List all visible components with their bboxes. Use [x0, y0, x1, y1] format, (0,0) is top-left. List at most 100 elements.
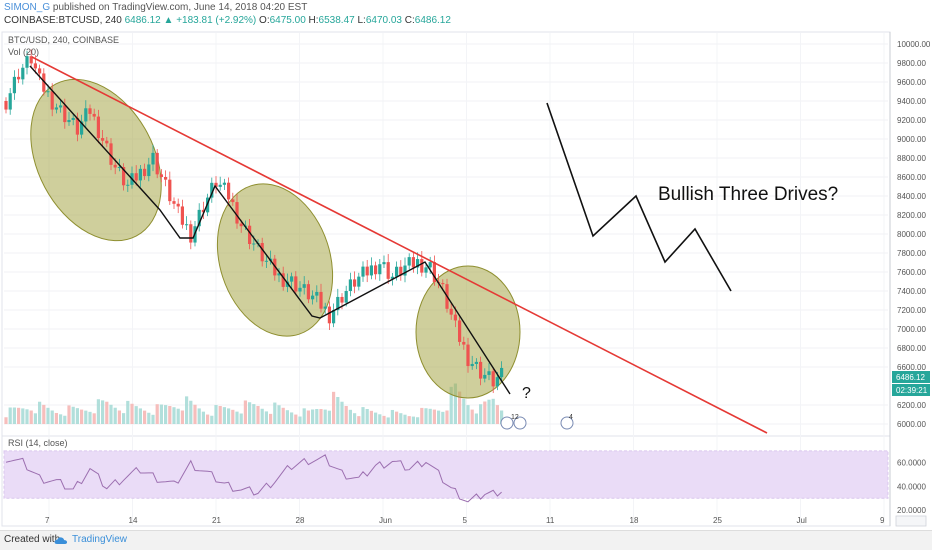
rsi-tick-label: 60.0000 [897, 459, 926, 468]
candle-body [12, 76, 16, 94]
candle-body [21, 67, 25, 80]
volume-bars [4, 383, 504, 424]
time-axis[interactable]: 7 14 21 28 Jun 5 11 18 25 Jul 9 [45, 516, 885, 525]
price-tick-label: 6600.00 [897, 363, 926, 372]
drive-lines[interactable] [29, 65, 511, 395]
volume-bar [395, 411, 399, 424]
time-scale-settings-icon[interactable] [895, 515, 927, 527]
rsi-tick-label: 40.0000 [897, 482, 926, 491]
price-tick-label: 7400.00 [897, 287, 926, 296]
candle-body [315, 291, 319, 296]
candle-body [361, 266, 365, 277]
last-price: 6486.12 [124, 15, 161, 26]
candle-body [126, 184, 130, 186]
candle-body [369, 265, 373, 276]
volume-bar [311, 409, 315, 424]
volume-bar [134, 406, 138, 424]
open-label: O: [259, 15, 270, 26]
candle-body [172, 201, 176, 204]
volume-bar [306, 410, 310, 424]
volume-bar [424, 408, 428, 424]
volume-bar [487, 399, 491, 424]
volume-bar [176, 408, 180, 424]
high-value: 6538.47 [318, 15, 355, 26]
volume-bar [197, 408, 201, 424]
volume-bar [466, 405, 470, 424]
volume-bar [147, 412, 151, 424]
candle-body [441, 283, 445, 285]
candle-body [298, 287, 302, 292]
candle-body [336, 296, 340, 311]
volume-bar [155, 404, 159, 424]
volume-bar [193, 404, 197, 424]
candle-body [180, 206, 184, 225]
candle-body [390, 276, 394, 279]
volume-bar [378, 414, 382, 424]
footer-brand[interactable]: TradingView [72, 534, 128, 545]
volume-bar [269, 413, 273, 424]
ohlc-line: COINBASE:BTCUSD, 240 6486.12 ▲ +183.81 (… [4, 15, 451, 26]
candle-body [151, 152, 155, 165]
candle-body [42, 73, 46, 92]
publish-text: published on TradingView.com, June 14, 2… [50, 2, 308, 13]
time-tick-label: Jun [379, 516, 392, 525]
rsi-label: RSI (14, close) [8, 438, 68, 448]
candle-body [231, 199, 235, 203]
candle-body [382, 262, 386, 265]
volume-bar [243, 400, 247, 424]
time-tick-label: 21 [212, 516, 221, 525]
candle-body [134, 173, 138, 181]
candle-body [96, 116, 100, 139]
volume-bar [428, 408, 432, 424]
candle-body [458, 320, 462, 342]
candle-body [252, 243, 256, 245]
price-tick-label: 6000.00 [897, 420, 926, 429]
event-badge-2[interactable]: 4 [560, 414, 574, 430]
volume-bar [470, 409, 474, 424]
volume-bar [248, 402, 252, 424]
candle-body [201, 209, 205, 213]
volume-bar [29, 410, 33, 424]
price-tick-label: 6200.00 [897, 401, 926, 410]
author-name[interactable]: SIMON_G [4, 2, 51, 13]
high-label: H: [308, 15, 319, 26]
volume-bar [294, 414, 298, 424]
candle-body [411, 257, 415, 268]
volume-bar [281, 407, 285, 424]
price-axis[interactable]: 10000.00 9800.00 9600.00 9400.00 9200.00 9000… [897, 40, 931, 429]
price-tick-label: 8600.00 [897, 173, 926, 182]
candle-body [386, 262, 390, 279]
rsi-axis[interactable]: 60.0000 40.0000 20.0000 [897, 459, 926, 515]
candle-body [33, 63, 37, 69]
volume-bar [357, 416, 361, 424]
volume-bar [17, 407, 21, 424]
candle-body [285, 281, 289, 287]
candle-body [491, 371, 495, 387]
volume-bar [222, 407, 226, 424]
candle-body [29, 56, 33, 64]
price-tick-label: 7000.00 [897, 325, 926, 334]
projection-zigzag[interactable] [546, 102, 732, 292]
volume-bar [67, 405, 71, 424]
candle-body [449, 308, 453, 315]
descending-trendline[interactable] [31, 56, 768, 434]
candle-body [222, 182, 226, 185]
volume-bar [130, 403, 134, 424]
chart-canvas[interactable]: Bullish Three Drives? ? 12 4 10000.00980… [0, 0, 932, 530]
volume-bar [138, 408, 142, 424]
volume-bar [96, 399, 100, 424]
candle-body [38, 68, 42, 74]
price-tick-label: 7200.00 [897, 306, 926, 315]
candle-body [474, 361, 478, 364]
volume-bar [353, 413, 357, 424]
candle-body [46, 91, 50, 93]
price-change: ▲ +183.81 (+2.92%) [163, 15, 257, 26]
candle-body [122, 166, 126, 186]
candle-body [138, 168, 142, 181]
event-badge-1[interactable]: 12 [500, 414, 527, 430]
candle-body [483, 374, 487, 379]
price-tick-label: 8800.00 [897, 154, 926, 163]
volume-bar [327, 410, 331, 424]
volume-bar [210, 415, 214, 424]
candle-body [365, 266, 369, 276]
